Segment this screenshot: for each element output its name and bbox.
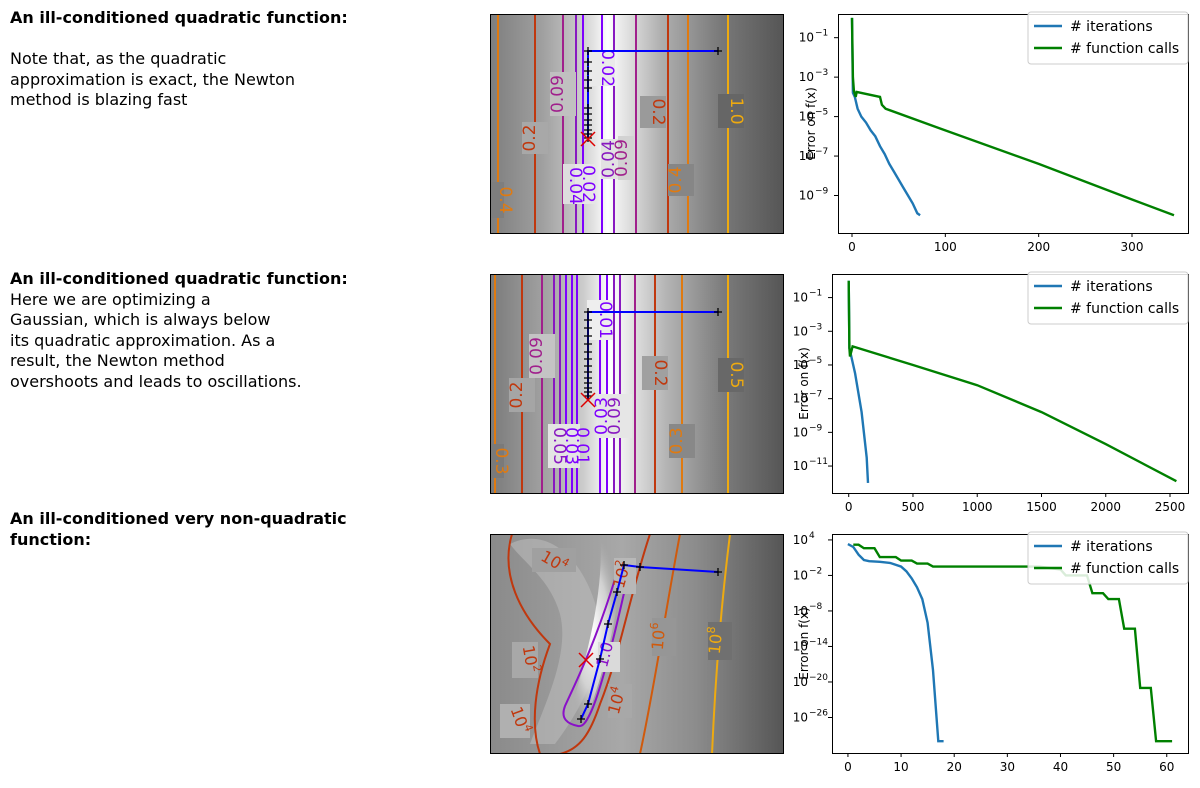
x-tick-label: 1000 xyxy=(962,500,993,514)
plot-frame xyxy=(832,274,1189,494)
contour-label: 0.09 xyxy=(612,139,632,177)
series-line xyxy=(847,543,944,743)
plot-frame xyxy=(832,534,1189,754)
y-tick-label: 10−9 xyxy=(793,423,823,439)
y-tick-label: 10−9 xyxy=(799,187,829,203)
y-tick-label: 10−11 xyxy=(793,457,828,473)
x-tick-label: 0 xyxy=(848,240,856,254)
y-tick-label: 104 xyxy=(793,531,815,547)
y-tick-label: 10−3 xyxy=(799,68,829,84)
start-marker xyxy=(580,131,596,147)
contour-label: 1.0 xyxy=(726,97,746,124)
contour-label: 0.04 xyxy=(565,167,585,205)
contour-label: 0.03 xyxy=(561,427,581,465)
series-line xyxy=(847,280,1177,483)
legend-label: # iterations xyxy=(1070,279,1153,295)
contour-label: 0.09 xyxy=(605,397,625,435)
contour-label: 0.02 xyxy=(578,165,598,203)
contour-label: 0.2 xyxy=(650,359,670,386)
contour-label: 0.01 xyxy=(595,301,615,339)
x-tick-label: 20 xyxy=(947,760,962,774)
series-line xyxy=(847,280,870,483)
row1-description: An ill-conditioned quadratic function: N… xyxy=(10,8,370,111)
optimization-path xyxy=(580,308,722,408)
row2-line-2: its quadratic approximation. As a xyxy=(10,330,276,350)
contour-label: 0.05 xyxy=(549,427,569,465)
legend: # iterations # function calls xyxy=(1027,531,1189,585)
contour-label: 0.02 xyxy=(597,49,617,87)
contour-label: 0.2 xyxy=(648,98,668,125)
legend-label: # function calls xyxy=(1070,561,1179,577)
y-tick-label: 10−2 xyxy=(793,566,823,582)
legend: # iterations # function calls xyxy=(1027,11,1189,65)
contour-plot-1: 0.2 0.09 0.02 0.02 0.04 0.04 0.09 0.2 0.… xyxy=(490,14,784,234)
legend: # iterations # function calls xyxy=(1027,271,1189,325)
legend-label: # iterations xyxy=(1070,19,1153,35)
row3-title-cont: function: xyxy=(10,529,92,549)
contour-label: 0.03 xyxy=(592,397,612,435)
x-tick-label: 1500 xyxy=(1026,500,1057,514)
y-axis-label: Error on f(x) xyxy=(804,87,818,160)
row3-title: An ill-conditioned very non-quadratic xyxy=(10,509,347,528)
legend-label: # function calls xyxy=(1070,301,1179,317)
row1-title: An ill-conditioned quadratic function: xyxy=(10,8,348,27)
contour-label: 0.04 xyxy=(599,140,619,178)
row1-line-3: method is blazing fast xyxy=(10,90,188,109)
error-plot-2: 0 500 1000 1500 2000 2500 10−1 10−3 10−5 10−7 10−9… xyxy=(790,260,1200,520)
y-axis-label: Error on f(x) xyxy=(797,607,811,680)
contour-plot-3: 104 102 104 102 1.0 104 106 108 xyxy=(490,534,784,754)
x-tick-label: 300 xyxy=(1121,240,1144,254)
row2-line-3: result, the Newton method xyxy=(10,351,225,370)
x-tick-label: 30 xyxy=(1000,760,1015,774)
optimization-path xyxy=(577,561,722,723)
contour-label: 0.4 xyxy=(495,186,515,213)
contour-label: 0.2 xyxy=(520,124,540,151)
x-tick-label: 100 xyxy=(934,240,957,254)
contour-plot-2: 0.2 0.09 0.01 0.05 0.03 0.01 0.03 0.09 0… xyxy=(490,274,784,494)
legend-label: # iterations xyxy=(1070,539,1153,555)
x-tick-label: 200 xyxy=(1027,240,1050,254)
optimization-path xyxy=(580,47,722,147)
row2-line-0: Here we are optimizing a xyxy=(10,289,211,309)
x-tick-label: 10 xyxy=(893,760,908,774)
y-tick-label: 10−3 xyxy=(793,322,823,338)
x-tick-label: 2000 xyxy=(1090,500,1121,514)
contour-label: 0.09 xyxy=(527,337,547,375)
row3-description: An ill-conditioned very non-quadratic fu… xyxy=(10,509,370,550)
x-tick-label: 0 xyxy=(845,500,853,514)
contour-label: 0.2 xyxy=(507,381,527,408)
contour-label: 0.3 xyxy=(667,427,687,454)
contour-label: 0.3 xyxy=(491,447,511,474)
plot-frame xyxy=(838,14,1189,234)
y-axis-label: Error on f(x) xyxy=(797,347,811,420)
contour-label: 0.01 xyxy=(572,427,592,465)
contour-label: 0.4 xyxy=(666,166,686,193)
row2-line-1: Gaussian, which is always below xyxy=(10,310,271,329)
error-plot-3: 0 10 20 30 40 50 60 104 10−2 10−8 10−14 10−20 10−26 E… xyxy=(790,520,1200,788)
contour-label: 0.5 xyxy=(726,361,746,388)
row2-title: An ill-conditioned quadratic function: xyxy=(10,269,348,288)
error-plot-1: 0 100 200 300 10−1 10−3 10−5 10−7 10−9 Error on f… xyxy=(790,0,1200,260)
start-marker xyxy=(580,392,596,408)
x-tick-label: 500 xyxy=(902,500,925,514)
y-tick-label: 10−1 xyxy=(793,289,823,305)
contour-label: 0.09 xyxy=(548,75,568,113)
x-tick-label: 60 xyxy=(1159,760,1174,774)
row1-line-2: approximation is exact, the Newton xyxy=(10,69,296,89)
series-line xyxy=(850,17,1175,217)
x-tick-label: 50 xyxy=(1106,760,1121,774)
row2-description: An ill-conditioned quadratic function: H… xyxy=(10,269,370,392)
x-tick-label: 40 xyxy=(1053,760,1068,774)
start-marker xyxy=(578,652,594,668)
row2-line-4: overshoots and leads to oscillations. xyxy=(10,371,302,391)
row1-line-0 xyxy=(10,29,370,50)
x-tick-label: 0 xyxy=(844,760,852,774)
y-tick-label: 10−1 xyxy=(799,29,829,45)
x-tick-label: 2500 xyxy=(1155,500,1186,514)
row1-line-1: Note that, as the quadratic xyxy=(10,49,227,68)
series-line xyxy=(850,17,921,217)
legend-label: # function calls xyxy=(1070,41,1179,57)
y-tick-label: 10−26 xyxy=(793,708,829,724)
